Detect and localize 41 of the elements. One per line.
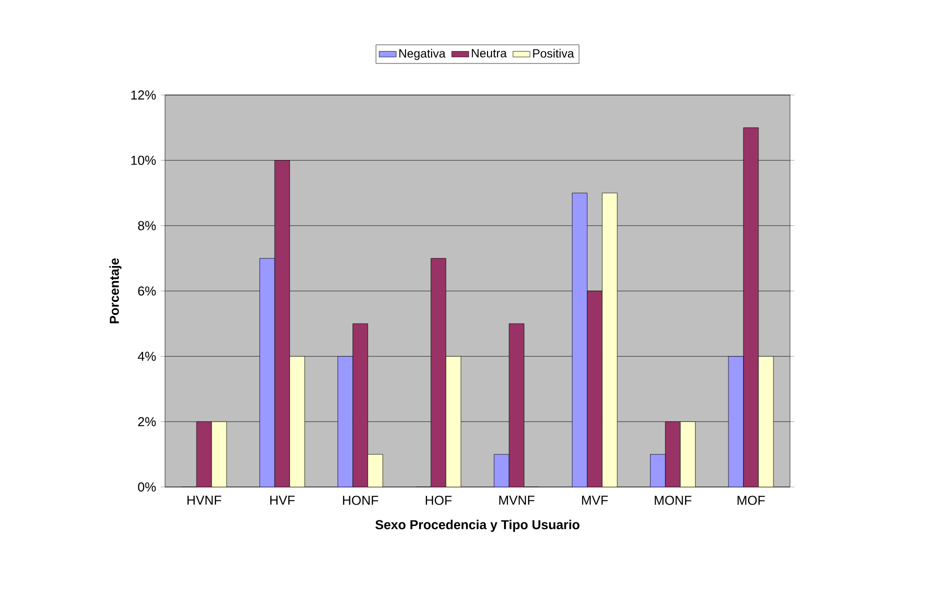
bar <box>572 192 588 487</box>
bar <box>211 421 227 487</box>
y-tick-label: 4% <box>138 352 156 361</box>
y-tick-label: 2% <box>138 417 156 426</box>
bar <box>680 421 696 487</box>
bar <box>743 127 759 487</box>
bar <box>508 323 524 487</box>
bar <box>446 356 462 487</box>
bar <box>650 454 666 487</box>
x-tick-label: HVNF <box>188 496 222 505</box>
x-axis-title: Sexo Procedencia y Tipo Usuario <box>375 520 580 532</box>
bar <box>338 356 354 487</box>
x-tick-label: HONF <box>343 496 378 505</box>
legend-label: Negativa <box>399 48 446 60</box>
bar <box>259 258 275 487</box>
bar <box>289 356 305 487</box>
bar <box>430 258 446 487</box>
bar <box>274 160 290 487</box>
x-tick-label: HOF <box>426 496 452 505</box>
x-tick-label: MVNF <box>499 496 534 505</box>
bar <box>196 421 212 487</box>
y-tick-label: 0% <box>138 482 156 492</box>
x-tick-label: HVF <box>270 496 295 505</box>
bar <box>494 454 510 487</box>
y-axis-title: Porcentaje <box>109 258 122 324</box>
legend-label: Neutra <box>472 49 507 58</box>
y-tick-label: 6% <box>138 286 156 296</box>
bar <box>602 192 618 487</box>
x-tick-label: MVF <box>582 496 608 505</box>
y-tick-label: 12% <box>131 90 156 100</box>
bar <box>758 356 774 487</box>
bar <box>352 323 368 487</box>
bar <box>368 454 384 487</box>
bar <box>586 290 602 487</box>
y-tick-label: 8% <box>138 221 156 230</box>
x-tick-label: MOF <box>738 496 765 505</box>
x-tick-label: MONF <box>654 496 692 505</box>
bar <box>728 356 744 487</box>
legend-label: Positiva <box>533 48 574 58</box>
bar <box>665 421 681 487</box>
y-tick-label: 10% <box>131 156 156 165</box>
